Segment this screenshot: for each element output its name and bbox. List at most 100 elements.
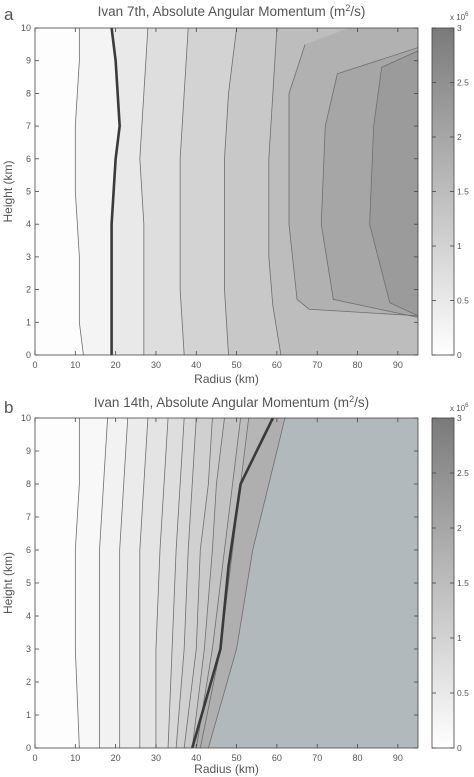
y-tick-label: 0 [26, 743, 31, 753]
y-tick-label: 10 [21, 23, 31, 33]
contour-line-7 [183, 418, 213, 748]
colorbar-tick-label: 0.5 [457, 688, 469, 698]
y-tick-label: 5 [26, 187, 31, 197]
y-tick-label: 8 [26, 88, 31, 98]
x-tick-label: 40 [191, 753, 201, 763]
contour-line-9 [195, 418, 242, 748]
x-axis-label: Radius (km) [194, 372, 259, 386]
x-tick-label: 90 [393, 360, 403, 370]
contour-layer [74, 418, 418, 748]
y-axis-label: Height (km) [1, 160, 15, 222]
x-tick-label: 70 [312, 753, 322, 763]
colorbar-multiplier: x 106 [450, 12, 469, 22]
x-tick-label: 20 [111, 753, 121, 763]
multiplier-base: x 10 [450, 13, 466, 22]
colorbar-tick-label: 1.5 [457, 578, 469, 588]
y-tick-label: 6 [26, 154, 31, 164]
contour-line-0 [74, 28, 84, 355]
colorbar-tick-label: 0.5 [457, 296, 469, 306]
title-tail: /s) [350, 4, 365, 19]
chart-title: Ivan 14th, Absolute Angular Momentum (m2… [94, 394, 369, 410]
colorbar-tick-label: 2 [457, 523, 462, 533]
contour-line-5 [167, 418, 185, 748]
colorbar-tick-label: 0 [457, 743, 462, 753]
contour-line-0 [74, 418, 80, 748]
colorbar-tick-label: 1 [457, 241, 462, 251]
colorbar-tick-label: 2 [457, 132, 462, 142]
contour-line-2 [139, 28, 149, 355]
contour-line-2 [119, 418, 129, 748]
title-superscript: 2 [345, 3, 350, 13]
title-main: Ivan 7th, Absolute Angular Momentum (m [98, 4, 346, 19]
panel-label: b [4, 398, 13, 417]
y-tick-label: 2 [26, 285, 31, 295]
chart-panel-a: 0 10 20 30 40 50 60 70 80 90 0 1 2 3 4 5 6 7 8 9 10 Ivan 7th,… [1, 3, 469, 386]
contour-line-8 [191, 418, 225, 748]
contour-layer [74, 28, 418, 355]
y-tick-label: 4 [26, 611, 31, 621]
contour-line-7 [320, 47, 418, 318]
colorbar-tick-label: 3 [457, 23, 462, 33]
y-tick-label: 9 [26, 56, 31, 66]
multiplier-exponent: 6 [465, 12, 469, 18]
y-tick-label: 6 [26, 545, 31, 555]
contour-line-6 [288, 44, 418, 317]
multiplier-exponent: 6 [465, 403, 469, 409]
y-tick-label: 9 [26, 446, 31, 456]
x-tick-label: 30 [151, 360, 161, 370]
x-axis-label: Radius (km) [194, 762, 259, 776]
contour-line-6 [175, 418, 197, 748]
colorbar-tick-label: 0 [457, 350, 462, 360]
x-tick-label: 10 [70, 753, 80, 763]
contour-line-12 [207, 418, 286, 748]
contour-line-8 [369, 50, 418, 317]
x-tick-label: 30 [151, 753, 161, 763]
plateau-fill [208, 418, 418, 748]
x-tick-label: 60 [272, 360, 282, 370]
x-tick-label: 0 [32, 753, 37, 763]
contour-line-1 [99, 418, 108, 748]
y-tick-label: 8 [26, 479, 31, 489]
title-main: Ivan 14th, Absolute Angular Momentum (m [94, 395, 349, 410]
x-tick-label: 50 [232, 360, 242, 370]
x-tick-label: 20 [111, 360, 121, 370]
contour-fill-8 [369, 50, 418, 355]
title-superscript: 2 [349, 394, 354, 404]
contour-line-4 [224, 28, 237, 355]
colorbar-tick-label: 2.5 [457, 78, 469, 88]
y-tick-label: 7 [26, 512, 31, 522]
x-tick-label: 50 [232, 753, 242, 763]
contour-line-10 [199, 418, 250, 748]
y-tick-label: 7 [26, 121, 31, 131]
colorbar-tick-label: 2.5 [457, 468, 469, 478]
contour-line-3 [139, 418, 149, 748]
highlight-contour-line [110, 28, 121, 355]
y-tick-label: 1 [26, 710, 31, 720]
x-tick-label: 60 [272, 753, 282, 763]
x-tick-label: 80 [353, 753, 363, 763]
multiplier-base: x 10 [450, 404, 466, 413]
y-axis-label: Height (km) [1, 552, 15, 614]
colorbar-tick-label: 1 [457, 633, 462, 643]
chart-title: Ivan 7th, Absolute Angular Momentum (m2/… [98, 3, 366, 19]
contour-line-4 [155, 418, 169, 748]
colorbar-multiplier: x 106 [450, 403, 469, 413]
x-tick-label: 80 [353, 360, 363, 370]
contour-line-5 [268, 28, 282, 355]
panel-label: a [4, 5, 14, 24]
y-tick-label: 10 [21, 413, 31, 423]
x-tick-label: 90 [393, 753, 403, 763]
title-tail: /s) [354, 395, 369, 410]
y-tick-label: 4 [26, 219, 31, 229]
x-tick-label: 40 [191, 360, 201, 370]
y-tick-label: 2 [26, 677, 31, 687]
x-tick-label: 70 [312, 360, 322, 370]
contour-line-3 [179, 28, 189, 355]
y-tick-label: 5 [26, 578, 31, 588]
y-tick-label: 0 [26, 350, 31, 360]
colorbar-tick-label: 3 [457, 413, 462, 423]
y-tick-label: 3 [26, 252, 31, 262]
x-tick-label: 10 [70, 360, 80, 370]
